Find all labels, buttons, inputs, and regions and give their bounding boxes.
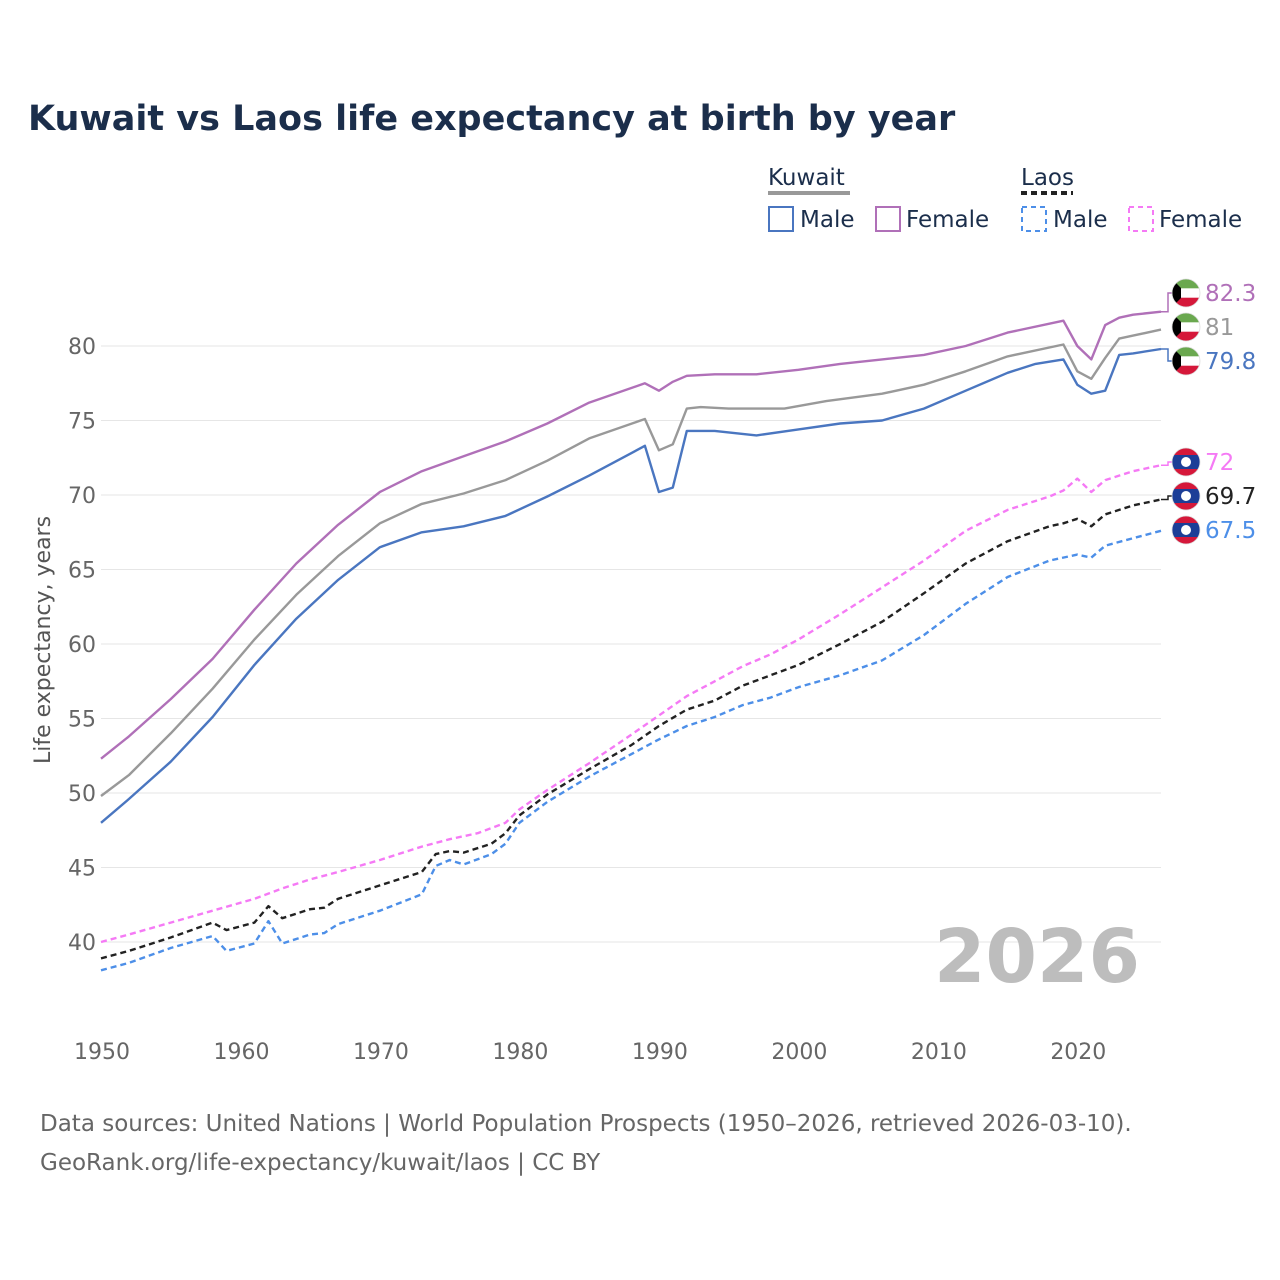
laos-flag-icon [1171, 481, 1201, 511]
x-axis-ticks: 1950 1960 1970 1980 1990 2000 2010 2020 [74, 1040, 1106, 1065]
y-tick-label-65: 65 [68, 559, 96, 584]
x-tick-label-1970: 1970 [353, 1040, 409, 1065]
end-label-kuwait-male: 79.8 [1205, 349, 1256, 375]
end-label-laos-male: 67.5 [1205, 518, 1256, 544]
x-tick-label-2020: 2020 [1050, 1040, 1106, 1065]
legend-laos-male-label: Male [1053, 207, 1107, 233]
end-label-connector [1161, 461, 1172, 466]
source-line-2: GeoRank.org/life-expectancy/kuwait/laos … [40, 1150, 601, 1176]
legend-kuwait-male-label: Male [800, 207, 854, 233]
end-labels: 82.3 81 79.8 72 69.7 67.5 [1161, 278, 1256, 545]
x-tick-label-1980: 1980 [492, 1040, 548, 1065]
legend: Kuwait Male Female Laos Male Female [768, 165, 1242, 233]
kuwait-flag-icon [1171, 346, 1201, 376]
x-tick-label-1960: 1960 [213, 1040, 269, 1065]
x-tick-label-1990: 1990 [632, 1040, 688, 1065]
series-line-kuwait-female [100, 310, 1162, 760]
y-tick-label-80: 80 [68, 335, 96, 360]
kuwait-flag-icon [1171, 312, 1201, 342]
series-line-laos-total [100, 498, 1162, 960]
laos-flag-icon [1171, 515, 1201, 545]
series-line-kuwait-total [100, 328, 1162, 797]
y-tick-label-50: 50 [68, 782, 96, 807]
legend-laos-female-label: Female [1159, 207, 1242, 233]
series-line-laos-male [100, 529, 1162, 972]
end-label-connector [1161, 348, 1172, 362]
y-tick-label-75: 75 [68, 410, 96, 435]
end-label-kuwait-female: 82.3 [1205, 281, 1256, 307]
x-tick-label-1950: 1950 [74, 1040, 130, 1065]
grid-lines [101, 345, 1161, 943]
source-line-1: Data sources: United Nations | World Pop… [40, 1111, 1132, 1137]
y-tick-label-40: 40 [68, 931, 96, 956]
laos-flag-icon [1171, 447, 1201, 477]
kuwait-flag-icon [1171, 278, 1201, 308]
legend-kuwait-female-label: Female [906, 207, 989, 233]
y-axis-label: Life expectancy, years [31, 516, 56, 764]
y-tick-label-70: 70 [68, 484, 96, 509]
end-label-kuwait-total: 81 [1205, 315, 1234, 341]
series-line-laos-female [100, 464, 1162, 944]
legend-kuwait-male-swatch [768, 206, 794, 232]
end-label-laos-female: 72 [1205, 450, 1234, 476]
legend-laos-male-swatch [1021, 206, 1047, 232]
y-tick-label-55: 55 [68, 708, 96, 733]
series-lines [100, 310, 1162, 972]
legend-group-title-laos: Laos [1021, 165, 1074, 191]
legend-laos-female-swatch [1128, 206, 1154, 232]
y-tick-label-60: 60 [68, 633, 96, 658]
y-axis-ticks: 40 45 50 55 60 65 70 75 80 [68, 335, 96, 956]
x-tick-label-2010: 2010 [911, 1040, 967, 1065]
end-label-connector [1161, 495, 1172, 501]
chart-title: Kuwait vs Laos life expectancy at birth … [28, 99, 956, 139]
series-line-kuwait-male [100, 347, 1162, 824]
end-label-connector [1161, 292, 1172, 313]
y-tick-label-45: 45 [68, 857, 96, 882]
legend-group-title-kuwait: Kuwait [768, 165, 845, 191]
x-tick-label-2000: 2000 [771, 1040, 827, 1065]
legend-kuwait-female-swatch [875, 206, 901, 232]
current-year-label: 2026 [934, 914, 1140, 1000]
end-label-laos-total: 69.7 [1205, 484, 1256, 510]
